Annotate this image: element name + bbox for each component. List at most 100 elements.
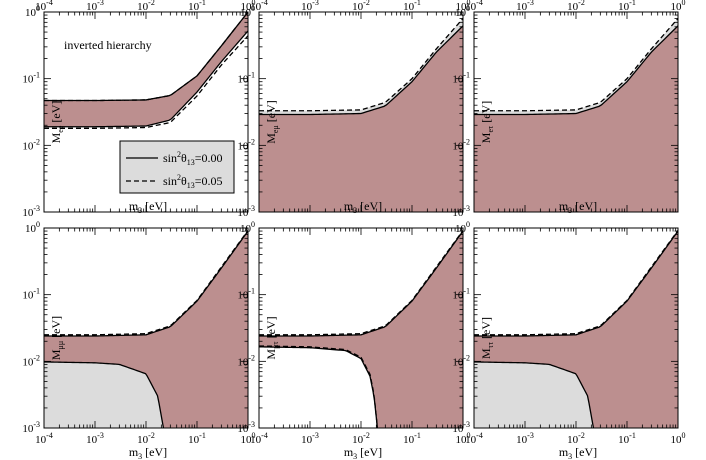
y-tick-label: 10-3 — [237, 420, 255, 435]
y-axis-label: Meτ [eV] — [479, 101, 495, 143]
y-tick-label: 10-1 — [237, 287, 255, 302]
ticks — [258, 228, 464, 429]
y-tick-label: 10-3 — [22, 204, 40, 219]
x-tick-label: 100 — [241, 431, 256, 446]
lower-solid-curve — [474, 361, 595, 428]
y-tick-label: 10-1 — [237, 71, 255, 86]
plot-area — [474, 230, 678, 428]
x-tick-label: 10-2 — [567, 431, 585, 446]
y-axis-label: Mμτ [eV] — [264, 316, 280, 359]
upper-dashed-curve — [259, 230, 463, 336]
lower-dashed-curve — [44, 35, 248, 129]
panel-4: 10-3 10-2 10-1 100 10-4 10-3 10-2 10-1 100 m3 [eV… — [22, 220, 255, 460]
grey-region — [44, 361, 164, 428]
allowed-band — [474, 25, 678, 212]
legend-label: sin2θ13=0.00 — [163, 150, 223, 167]
x-axis-label: m3 [eV] — [559, 445, 597, 460]
x-tick-label: 10-1 — [403, 431, 421, 446]
lower-solid-curve — [259, 346, 379, 428]
allowed-band — [44, 12, 248, 127]
x-tick-label-top: 100 — [241, 0, 256, 13]
y-tick-label: 10-2 — [237, 137, 255, 152]
plot-area — [474, 18, 678, 212]
lower-solid-curve — [44, 30, 248, 128]
x-axis-label: m3 [eV] — [559, 199, 597, 215]
upper-dashed-curve — [44, 230, 248, 336]
y-tick-label: 100 — [240, 4, 255, 19]
y-tick-label: 10-2 — [452, 137, 470, 152]
y-tick-label: 10-1 — [22, 71, 40, 86]
x-tick-label-top: 10-4 — [35, 0, 53, 13]
x-tick-label: 10-1 — [188, 431, 206, 446]
excluded-region — [259, 346, 378, 428]
legend-box — [119, 140, 235, 194]
ticks — [43, 228, 249, 429]
upper-dashed-curve — [44, 12, 248, 102]
y-tick-label: 10-3 — [452, 420, 470, 435]
y-tick-label: 10-1 — [22, 287, 40, 302]
ticks — [473, 228, 679, 429]
y-tick-label: 100 — [240, 220, 255, 235]
y-tick-label: 10-3 — [237, 204, 255, 219]
plot-area — [44, 12, 248, 129]
x-tick-label-top: 10-2 — [352, 0, 370, 13]
x-tick-label: 10-3 — [516, 431, 534, 446]
plot-area — [259, 18, 463, 212]
x-tick-label-top: 10-3 — [86, 0, 104, 13]
x-tick-label-top: 10-4 — [250, 0, 268, 13]
legend: sin2θ13=0.00 sin2θ13=0.05 — [119, 140, 235, 194]
y-axis-label: Mμμ [eV] — [49, 316, 65, 360]
legend-label: sin2θ13=0.05 — [163, 173, 223, 190]
x-tick-label-top: 10-4 — [465, 0, 483, 13]
x-tick-label-top: 100 — [671, 0, 686, 13]
plot-area — [44, 230, 248, 428]
ticks — [258, 12, 464, 213]
y-tick-label: 10-2 — [452, 353, 470, 368]
x-tick-label: 10-4 — [35, 431, 53, 446]
x-tick-label: 10-2 — [352, 431, 370, 446]
allowed-band — [259, 25, 463, 212]
plot-area — [259, 230, 463, 428]
y-axis-label: Meμ [eV] — [264, 100, 280, 144]
x-axis-label: m3 [eV] — [129, 445, 167, 460]
upper-dashed-curve — [474, 18, 678, 112]
ticks — [43, 12, 249, 213]
y-axis-label: Mee [eV] — [49, 101, 65, 144]
ticks — [473, 12, 679, 213]
y-tick-label: 100 — [25, 220, 40, 235]
x-tick-label: 10-4 — [250, 431, 268, 446]
y-tick-label: 10-2 — [22, 137, 40, 152]
y-tick-label: 10-1 — [452, 287, 470, 302]
x-tick-label-top: 10-3 — [516, 0, 534, 13]
y-axis-label: Mττ [eV] — [479, 317, 495, 359]
x-tick-label: 100 — [671, 431, 686, 446]
x-tick-label: 10-3 — [301, 431, 319, 446]
grey-region — [474, 361, 594, 428]
y-tick-label: 100 — [455, 4, 470, 19]
lower-solid-curve — [44, 361, 165, 428]
x-tick-label: 100 — [456, 431, 471, 446]
y-tick-label: 10-3 — [452, 204, 470, 219]
y-tick-label: 100 — [455, 220, 470, 235]
x-tick-label: 10-4 — [465, 431, 483, 446]
x-tick-label: 10-3 — [86, 431, 104, 446]
x-tick-label-top: 10-3 — [301, 0, 319, 13]
y-tick-label: 10-1 — [452, 71, 470, 86]
upper-dashed-curve — [259, 18, 463, 112]
upper-dashed-curve — [474, 230, 678, 336]
x-tick-label: 10-2 — [137, 431, 155, 446]
y-tick-label: 100 — [25, 4, 40, 19]
x-tick-label-top: 10-2 — [567, 0, 585, 13]
y-tick-label: 10-2 — [22, 353, 40, 368]
x-tick-label-top: 10-2 — [137, 0, 155, 13]
x-axis-label: m3 [eV] — [344, 199, 382, 215]
x-axis-label: m3 [eV] — [129, 199, 167, 215]
x-tick-label-top: 100 — [456, 0, 471, 13]
x-tick-label: 10-1 — [618, 431, 636, 446]
